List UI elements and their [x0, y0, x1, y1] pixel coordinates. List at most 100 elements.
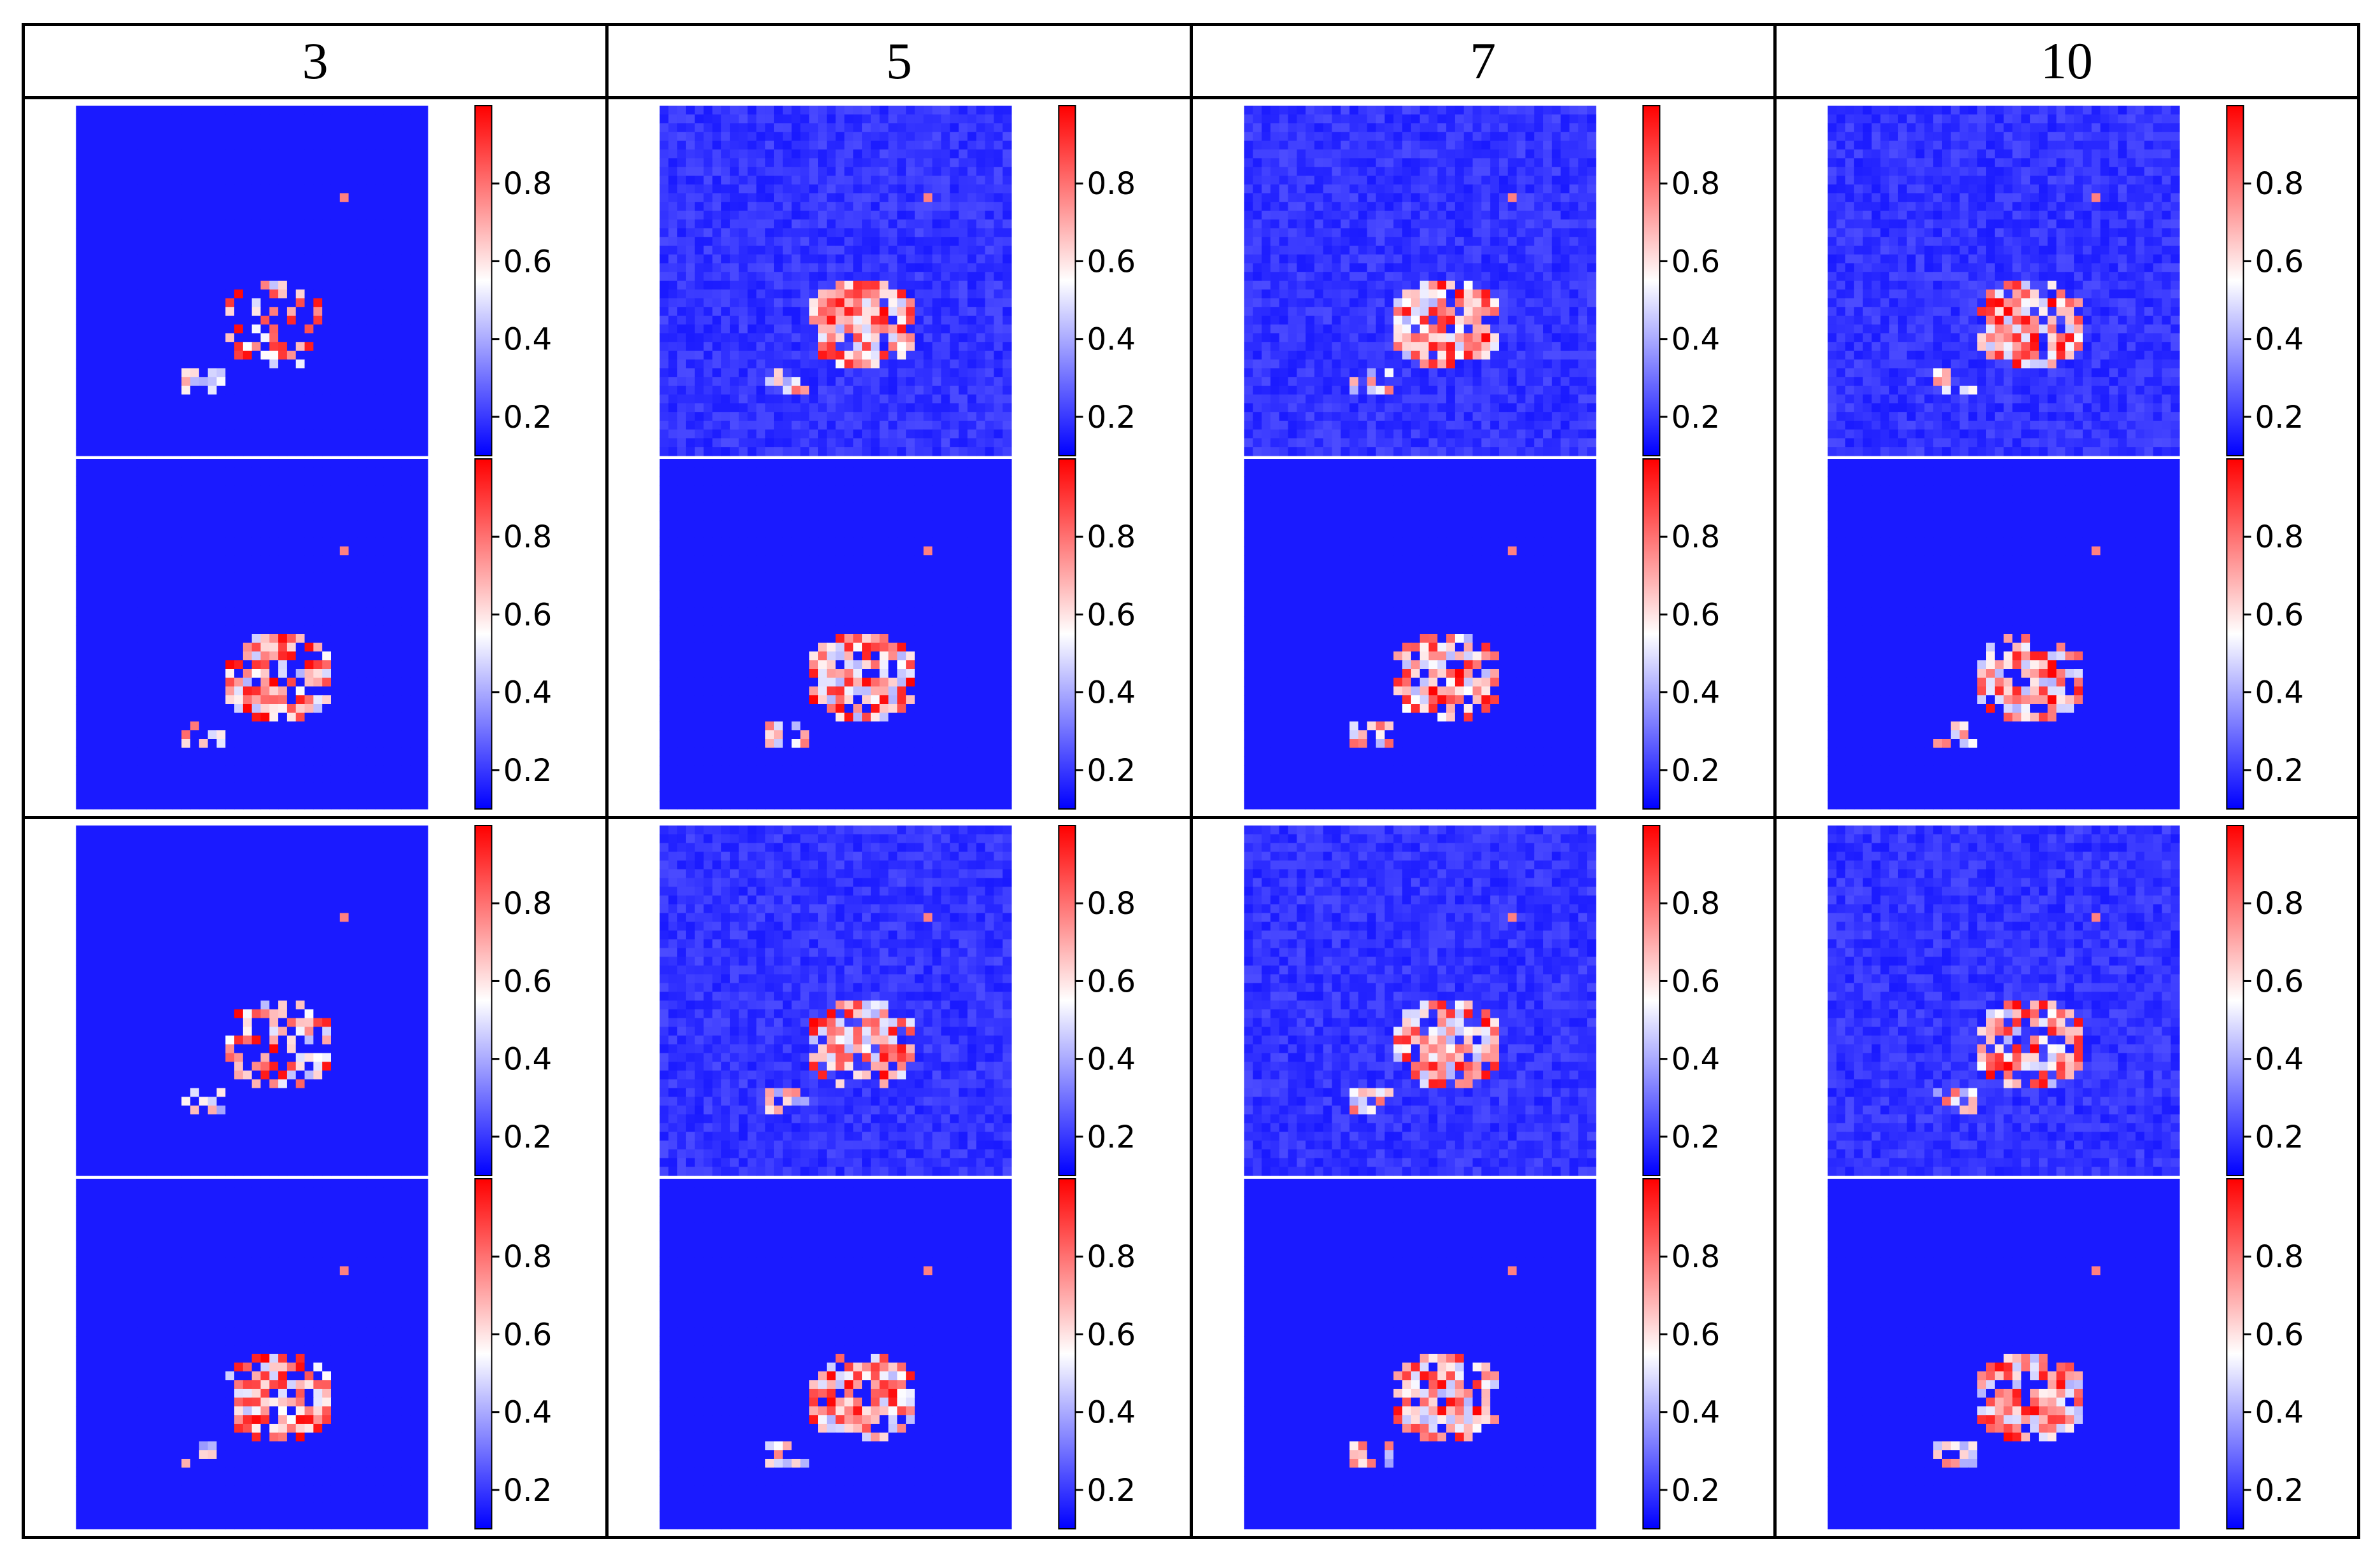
- heatmap-pixel: [94, 660, 103, 670]
- heatmap-pixel: [234, 158, 244, 167]
- heatmap-pixel: [146, 747, 156, 757]
- heatmap-pixel: [173, 721, 182, 731]
- heatmap-pixel: [129, 669, 138, 678]
- heatmap-pixel: [181, 712, 191, 722]
- heatmap-pixel: [120, 263, 129, 272]
- heatmap-pixel: [747, 359, 757, 369]
- heatmap-pixel: [818, 342, 827, 351]
- heatmap-pixel: [818, 237, 827, 246]
- heatmap-pixel: [164, 625, 173, 635]
- heatmap-pixel: [164, 211, 173, 220]
- heatmap-pixel: [686, 176, 696, 185]
- heatmap-pixel: [295, 281, 306, 290]
- heatmap-pixel: [747, 202, 757, 211]
- heatmap-pixel: [774, 228, 784, 237]
- heatmap-pixel: [216, 546, 226, 556]
- heatmap-pixel: [137, 712, 147, 722]
- heatmap-pixel: [1003, 202, 1012, 211]
- heatmap-pixel: [173, 590, 182, 600]
- heatmap-pixel: [286, 438, 297, 447]
- heatmap-pixel: [164, 730, 173, 740]
- heatmap-pixel: [985, 351, 995, 360]
- heatmap-pixel: [278, 782, 288, 792]
- heatmap-pixel: [844, 254, 854, 264]
- heatmap-pixel: [322, 695, 332, 705]
- heatmap-pixel: [976, 351, 986, 360]
- heatmap-pixel: [932, 202, 942, 211]
- heatmap-pixel: [1003, 106, 1012, 115]
- heatmap-pixel: [339, 202, 349, 211]
- heatmap-pixel: [994, 228, 1003, 237]
- heatmap-pixel: [286, 158, 297, 167]
- heatmap-pixel: [234, 403, 244, 412]
- heatmap-pixel: [853, 394, 863, 404]
- heatmap-pixel: [102, 669, 112, 678]
- heatmap-pixel: [146, 476, 156, 486]
- heatmap-pixel: [1003, 167, 1012, 176]
- heatmap-pixel: [941, 403, 951, 412]
- heatmap-pixel: [809, 272, 819, 281]
- heatmap-pixel: [853, 316, 863, 325]
- heatmap-pixel: [774, 386, 784, 395]
- heatmap-pixel: [738, 359, 749, 369]
- heatmap-pixel: [137, 467, 147, 477]
- heatmap-pixel: [269, 642, 279, 652]
- heatmap-pixel: [111, 114, 121, 124]
- heatmap-pixel: [383, 730, 393, 740]
- heatmap-pixel: [164, 106, 173, 115]
- heatmap-pixel: [730, 193, 740, 202]
- heatmap-pixel: [129, 421, 138, 430]
- heatmap-pixel: [730, 263, 740, 272]
- heatmap-pixel: [410, 316, 419, 325]
- heatmap-pixel: [94, 333, 103, 342]
- heatmap-pixel: [747, 316, 757, 325]
- heatmap-pixel: [137, 114, 147, 124]
- heatmap-pixel: [102, 412, 112, 421]
- heatmap-pixel: [137, 642, 147, 652]
- heatmap-pixel: [164, 132, 173, 141]
- heatmap-pixel: [686, 316, 696, 325]
- heatmap-pixel: [129, 263, 138, 272]
- heatmap-pixel: [897, 377, 907, 386]
- heatmap-pixel: [879, 429, 889, 439]
- heatmap-pixel: [304, 502, 314, 512]
- heatmap-pixel: [330, 351, 341, 360]
- heatmap-pixel: [906, 421, 915, 430]
- heatmap-pixel: [994, 429, 1003, 439]
- heatmap-pixel: [888, 263, 898, 272]
- heatmap-pixel: [392, 211, 402, 220]
- heatmap-pixel: [181, 590, 191, 600]
- heatmap-pixel: [783, 307, 792, 316]
- heatmap-pixel: [401, 176, 411, 185]
- heatmap-pixel: [853, 333, 863, 342]
- heatmap-pixel: [694, 246, 705, 255]
- heatmap-pixel: [225, 529, 235, 538]
- heatmap-pixel: [791, 202, 801, 211]
- heatmap-pixel: [260, 520, 270, 530]
- heatmap-pixel: [694, 403, 705, 412]
- heatmap-pixel: [721, 106, 731, 115]
- heatmap-pixel: [375, 721, 384, 731]
- heatmap-pixel: [756, 219, 766, 229]
- heatmap-pixel: [111, 529, 121, 538]
- heatmap-pixel: [94, 394, 103, 404]
- heatmap-pixel: [694, 123, 705, 132]
- heatmap-pixel: [216, 237, 226, 246]
- heatmap-pixel: [375, 272, 384, 281]
- heatmap-pixel: [906, 272, 915, 281]
- heatmap-pixel: [366, 202, 376, 211]
- heatmap-pixel: [173, 167, 182, 176]
- heatmap-pixel: [853, 351, 863, 360]
- heatmap-pixel: [410, 686, 419, 696]
- heatmap-pixel: [137, 625, 147, 635]
- heatmap-pixel: [897, 333, 907, 342]
- heatmap-pixel: [190, 476, 200, 486]
- heatmap-pixel: [419, 184, 428, 194]
- heatmap-pixel: [251, 438, 262, 447]
- heatmap-pixel: [286, 782, 297, 792]
- heatmap-pixel: [791, 123, 801, 132]
- heatmap-pixel: [721, 438, 731, 447]
- heatmap-pixel: [208, 485, 218, 495]
- heatmap-pixel: [216, 263, 226, 272]
- heatmap-pixel: [260, 447, 270, 456]
